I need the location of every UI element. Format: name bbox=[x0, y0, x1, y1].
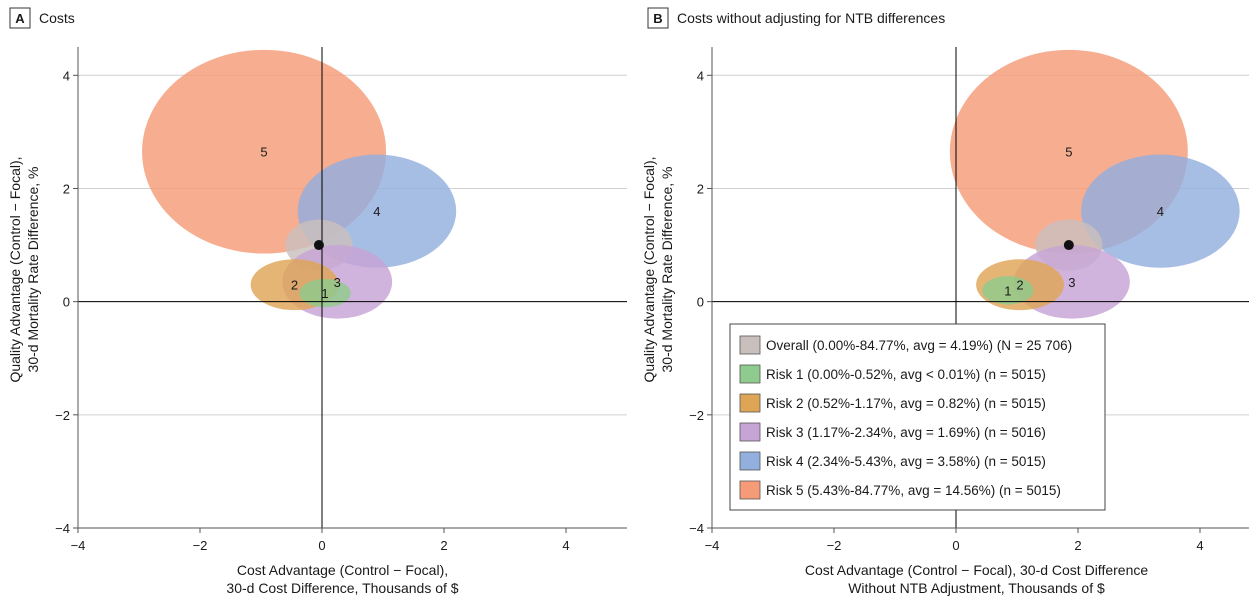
overall-point bbox=[1063, 240, 1074, 251]
legend-entry-label: Risk 1 (0.00%-0.52%, avg < 0.01%) (n = 5… bbox=[766, 367, 1046, 382]
legend-entry-label: Overall (0.00%-84.77%, avg = 4.19%) (N =… bbox=[766, 338, 1072, 353]
ellipse-label-risk-2: 2 bbox=[291, 278, 298, 293]
x-tick-label: 4 bbox=[1196, 538, 1203, 553]
legend-swatch-risk-5 bbox=[739, 480, 761, 500]
ellipse-label-risk-4: 4 bbox=[1157, 204, 1164, 219]
legend-swatch-overall bbox=[739, 335, 761, 355]
y-tick-label: −4 bbox=[689, 521, 704, 536]
y-axis-label: 30-d Mortality Rate Difference, % bbox=[659, 167, 675, 373]
legend-box bbox=[729, 323, 1106, 511]
x-axis-label: Without NTB Adjustment, Thousands of $ bbox=[848, 580, 1105, 596]
legend-swatch-risk-1 bbox=[739, 364, 761, 384]
legend-swatch-risk-3 bbox=[739, 422, 761, 442]
ellipse-label-risk-5: 5 bbox=[1065, 145, 1072, 160]
ellipse-label-risk-1: 1 bbox=[1004, 283, 1011, 298]
x-axis-label: Cost Advantage (Control − Focal), 30-d C… bbox=[805, 562, 1149, 578]
ellipse-label-risk-4: 4 bbox=[373, 204, 380, 219]
legend-entry-label: Risk 4 (2.34%-5.43%, avg = 3.58%) (n = 5… bbox=[766, 454, 1046, 469]
legend-entry-label: Risk 2 (0.52%-1.17%, avg = 0.82%) (n = 5… bbox=[766, 396, 1046, 411]
panel-title: Costs without adjusting for NTB differen… bbox=[677, 10, 945, 26]
x-tick-label: 4 bbox=[562, 538, 569, 553]
x-tick-label: −2 bbox=[827, 538, 842, 553]
ellipse-label-risk-3: 3 bbox=[334, 275, 341, 290]
legend: Overall (0.00%-84.77%, avg = 4.19%) (N =… bbox=[729, 323, 1106, 511]
y-tick-label: 4 bbox=[697, 68, 704, 83]
y-tick-label: 2 bbox=[63, 181, 70, 196]
ellipse-label-risk-1: 1 bbox=[321, 286, 328, 301]
y-tick-label: −2 bbox=[689, 408, 704, 423]
x-tick-label: −2 bbox=[193, 538, 208, 553]
y-axis-label: Quality Advantage (Control − Focal), bbox=[7, 156, 23, 382]
x-tick-label: 0 bbox=[318, 538, 325, 553]
x-tick-label: 2 bbox=[440, 538, 447, 553]
x-tick-label: 2 bbox=[1074, 538, 1081, 553]
panel-b: B Costs without adjusting for NTB differe… bbox=[641, 7, 1249, 596]
x-tick-label: −4 bbox=[71, 538, 86, 553]
ellipse-label-risk-2: 2 bbox=[1016, 278, 1023, 293]
y-tick-label: 2 bbox=[697, 181, 704, 196]
y-tick-label: 4 bbox=[63, 68, 70, 83]
ellipse-label-risk-3: 3 bbox=[1068, 275, 1075, 290]
legend-entry-label: Risk 5 (5.43%-84.77%, avg = 14.56%) (n =… bbox=[766, 483, 1061, 498]
y-tick-label: 0 bbox=[697, 295, 704, 310]
x-axis-label: Cost Advantage (Control − Focal), bbox=[237, 562, 448, 578]
legend-swatch-risk-2 bbox=[739, 393, 761, 413]
x-axis-label: 30-d Cost Difference, Thousands of $ bbox=[226, 580, 458, 596]
legend-swatch-risk-4 bbox=[739, 451, 761, 471]
panel-letter: A bbox=[15, 11, 25, 26]
ellipse-risk-1 bbox=[299, 279, 351, 308]
panel-letter-box bbox=[9, 7, 31, 29]
panel-letter-box bbox=[647, 7, 669, 29]
panel-letter: B bbox=[653, 11, 662, 26]
panel-title: Costs bbox=[39, 10, 75, 26]
x-tick-label: 0 bbox=[952, 538, 959, 553]
legend-entry-label: Risk 3 (1.17%-2.34%, avg = 1.69%) (n = 5… bbox=[766, 425, 1046, 440]
y-axis-label: 30-d Mortality Rate Difference, % bbox=[25, 167, 41, 373]
overall-point bbox=[313, 240, 324, 251]
panel-a: A Costs 5 4 3 2 1 −4 −2 0 2 4 −4 −2 0 2 4 Cost Advantage … bbox=[7, 7, 627, 596]
y-tick-label: 0 bbox=[63, 295, 70, 310]
y-tick-label: −2 bbox=[55, 408, 70, 423]
ellipse-risk-1 bbox=[982, 276, 1034, 305]
ellipse-label-risk-5: 5 bbox=[260, 145, 267, 160]
y-tick-label: −4 bbox=[55, 521, 70, 536]
y-axis-label: Quality Advantage (Control − Focal), bbox=[641, 156, 657, 382]
ellipse-risk-4 bbox=[1081, 154, 1240, 268]
x-tick-label: −4 bbox=[705, 538, 720, 553]
